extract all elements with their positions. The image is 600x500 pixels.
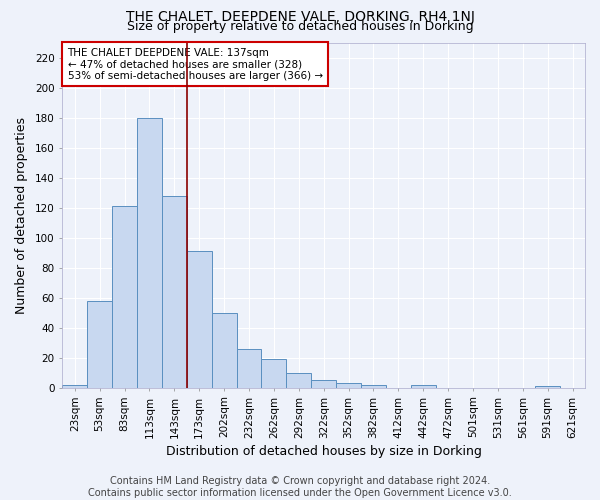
Bar <box>162 196 187 388</box>
Bar <box>286 373 311 388</box>
Bar <box>311 380 336 388</box>
Text: Contains HM Land Registry data © Crown copyright and database right 2024.
Contai: Contains HM Land Registry data © Crown c… <box>88 476 512 498</box>
Bar <box>535 386 560 388</box>
Bar <box>336 384 361 388</box>
Bar <box>137 118 162 388</box>
Bar <box>112 206 137 388</box>
Text: THE CHALET DEEPDENE VALE: 137sqm
← 47% of detached houses are smaller (328)
53% : THE CHALET DEEPDENE VALE: 137sqm ← 47% o… <box>68 48 323 81</box>
Bar <box>87 300 112 388</box>
X-axis label: Distribution of detached houses by size in Dorking: Distribution of detached houses by size … <box>166 444 482 458</box>
Bar <box>212 312 236 388</box>
Bar <box>62 385 87 388</box>
Text: Size of property relative to detached houses in Dorking: Size of property relative to detached ho… <box>127 20 473 33</box>
Bar <box>411 385 436 388</box>
Bar <box>361 385 386 388</box>
Text: THE CHALET, DEEPDENE VALE, DORKING, RH4 1NJ: THE CHALET, DEEPDENE VALE, DORKING, RH4 … <box>125 10 475 24</box>
Bar <box>187 251 212 388</box>
Bar <box>262 360 286 388</box>
Y-axis label: Number of detached properties: Number of detached properties <box>15 116 28 314</box>
Bar <box>236 349 262 388</box>
